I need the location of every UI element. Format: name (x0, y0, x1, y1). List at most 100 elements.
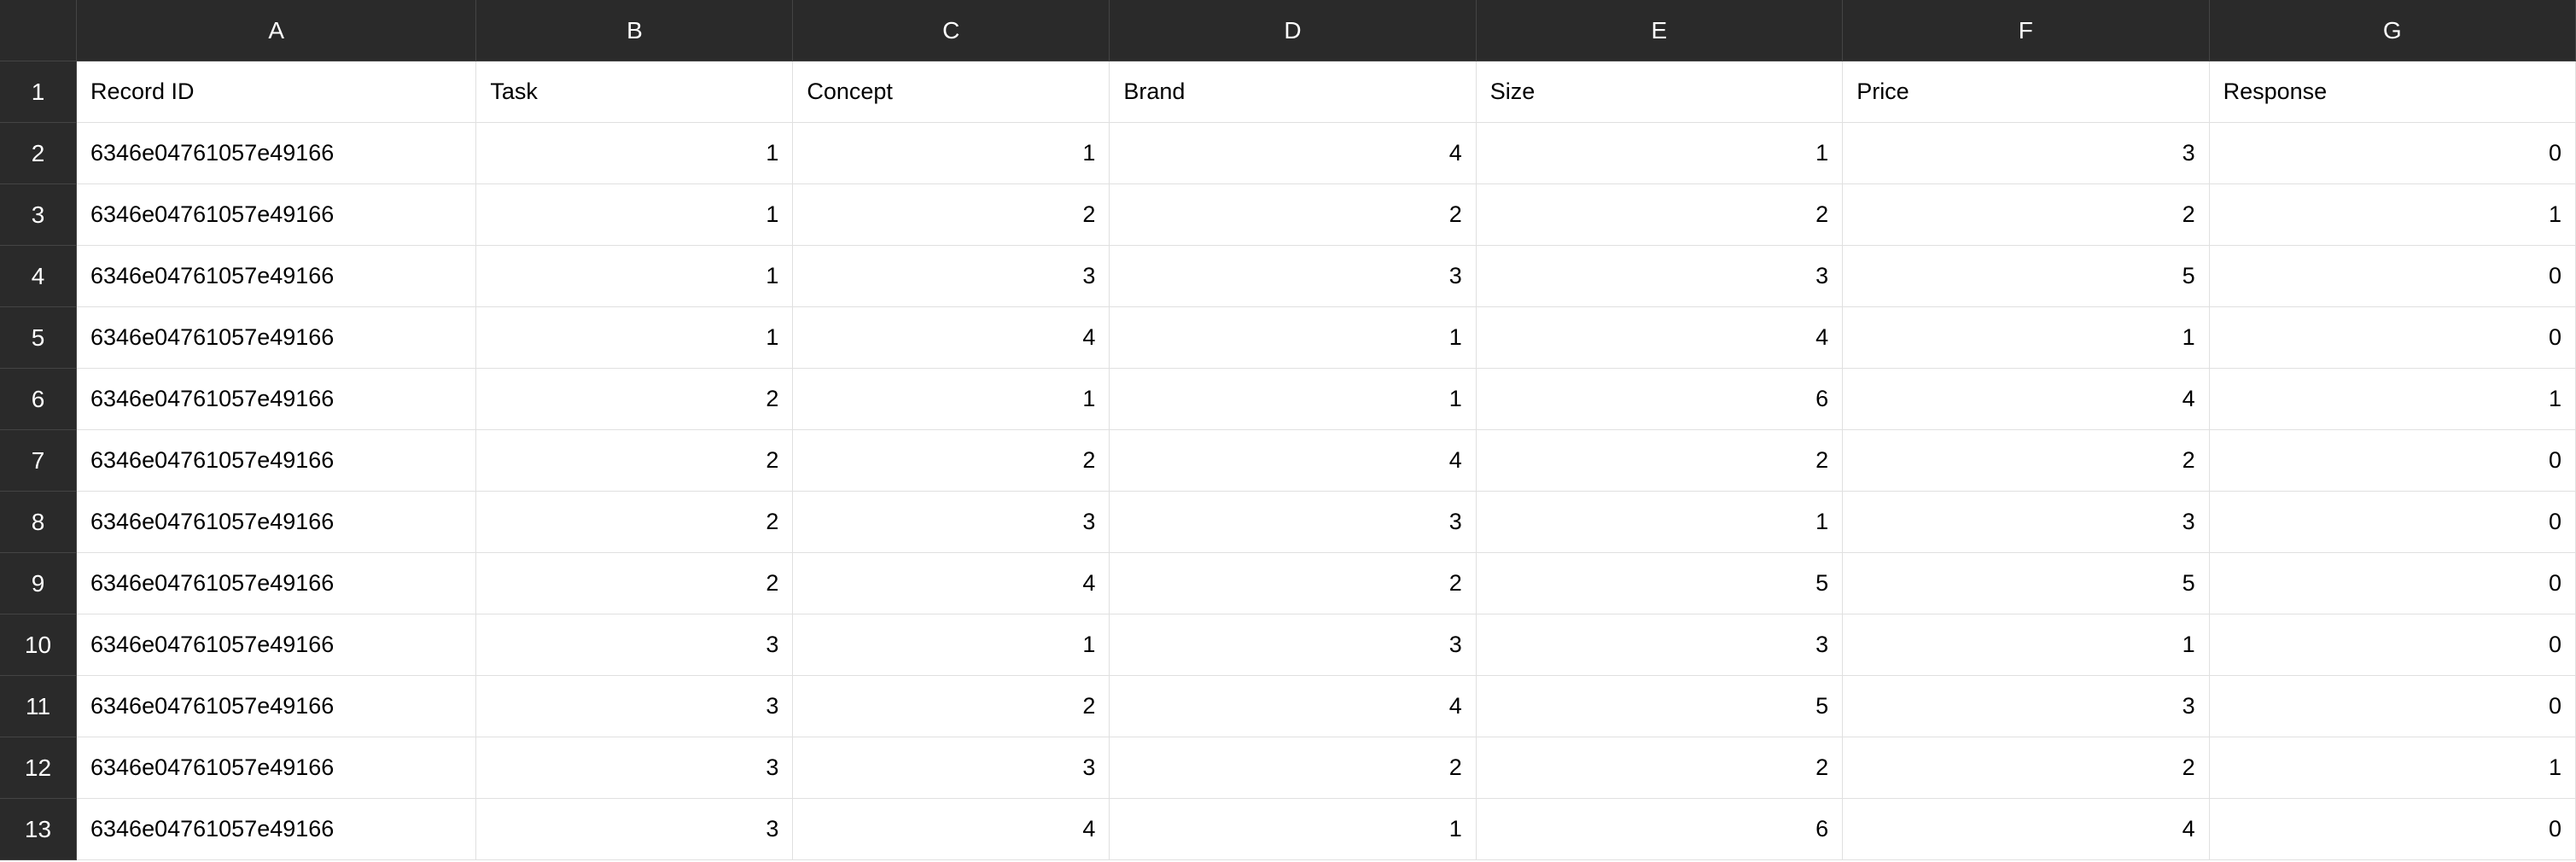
cell-e13[interactable]: 6 (1477, 799, 1843, 860)
row-header-3[interactable]: 3 (0, 184, 77, 246)
cell-g10[interactable]: 0 (2210, 614, 2576, 676)
cell-a1[interactable]: Record ID (77, 61, 476, 123)
cell-c11[interactable]: 2 (793, 676, 1110, 737)
cell-d13[interactable]: 1 (1110, 799, 1476, 860)
cell-c7[interactable]: 2 (793, 430, 1110, 492)
cell-f12[interactable]: 2 (1843, 737, 2209, 799)
cell-a10[interactable]: 6346e04761057e49166 (77, 614, 476, 676)
cell-c1[interactable]: Concept (793, 61, 1110, 123)
cell-g1[interactable]: Response (2210, 61, 2576, 123)
cell-d6[interactable]: 1 (1110, 369, 1476, 430)
row-header-1[interactable]: 1 (0, 61, 77, 123)
cell-d9[interactable]: 2 (1110, 553, 1476, 614)
cell-b12[interactable]: 3 (476, 737, 793, 799)
cell-e11[interactable]: 5 (1477, 676, 1843, 737)
row-header-6[interactable]: 6 (0, 369, 77, 430)
cell-e9[interactable]: 5 (1477, 553, 1843, 614)
cell-d12[interactable]: 2 (1110, 737, 1476, 799)
cell-e6[interactable]: 6 (1477, 369, 1843, 430)
column-header-g[interactable]: G (2210, 0, 2576, 61)
cell-f5[interactable]: 1 (1843, 307, 2209, 369)
cell-a8[interactable]: 6346e04761057e49166 (77, 492, 476, 553)
cell-a9[interactable]: 6346e04761057e49166 (77, 553, 476, 614)
cell-d11[interactable]: 4 (1110, 676, 1476, 737)
cell-a6[interactable]: 6346e04761057e49166 (77, 369, 476, 430)
cell-b8[interactable]: 2 (476, 492, 793, 553)
cell-a3[interactable]: 6346e04761057e49166 (77, 184, 476, 246)
cell-f13[interactable]: 4 (1843, 799, 2209, 860)
cell-e7[interactable]: 2 (1477, 430, 1843, 492)
cell-d10[interactable]: 3 (1110, 614, 1476, 676)
cell-c9[interactable]: 4 (793, 553, 1110, 614)
cell-f4[interactable]: 5 (1843, 246, 2209, 307)
cell-d3[interactable]: 2 (1110, 184, 1476, 246)
cell-b1[interactable]: Task (476, 61, 793, 123)
cell-c10[interactable]: 1 (793, 614, 1110, 676)
row-header-9[interactable]: 9 (0, 553, 77, 614)
column-header-d[interactable]: D (1110, 0, 1476, 61)
cell-c3[interactable]: 2 (793, 184, 1110, 246)
cell-e10[interactable]: 3 (1477, 614, 1843, 676)
cell-c8[interactable]: 3 (793, 492, 1110, 553)
cell-b3[interactable]: 1 (476, 184, 793, 246)
cell-d1[interactable]: Brand (1110, 61, 1476, 123)
cell-d5[interactable]: 1 (1110, 307, 1476, 369)
cell-b13[interactable]: 3 (476, 799, 793, 860)
cell-b10[interactable]: 3 (476, 614, 793, 676)
cell-b2[interactable]: 1 (476, 123, 793, 184)
cell-g3[interactable]: 1 (2210, 184, 2576, 246)
row-header-11[interactable]: 11 (0, 676, 77, 737)
cell-f7[interactable]: 2 (1843, 430, 2209, 492)
cell-b9[interactable]: 2 (476, 553, 793, 614)
cell-a11[interactable]: 6346e04761057e49166 (77, 676, 476, 737)
cell-g5[interactable]: 0 (2210, 307, 2576, 369)
cell-f8[interactable]: 3 (1843, 492, 2209, 553)
row-header-2[interactable]: 2 (0, 123, 77, 184)
cell-g12[interactable]: 1 (2210, 737, 2576, 799)
row-header-12[interactable]: 12 (0, 737, 77, 799)
cell-d7[interactable]: 4 (1110, 430, 1476, 492)
cell-e8[interactable]: 1 (1477, 492, 1843, 553)
cell-a7[interactable]: 6346e04761057e49166 (77, 430, 476, 492)
corner-cell[interactable] (0, 0, 77, 61)
row-header-13[interactable]: 13 (0, 799, 77, 860)
cell-e4[interactable]: 3 (1477, 246, 1843, 307)
cell-d4[interactable]: 3 (1110, 246, 1476, 307)
cell-b5[interactable]: 1 (476, 307, 793, 369)
cell-b11[interactable]: 3 (476, 676, 793, 737)
row-header-10[interactable]: 10 (0, 614, 77, 676)
cell-f6[interactable]: 4 (1843, 369, 2209, 430)
row-header-4[interactable]: 4 (0, 246, 77, 307)
cell-e12[interactable]: 2 (1477, 737, 1843, 799)
cell-c5[interactable]: 4 (793, 307, 1110, 369)
cell-g11[interactable]: 0 (2210, 676, 2576, 737)
cell-g2[interactable]: 0 (2210, 123, 2576, 184)
cell-g7[interactable]: 0 (2210, 430, 2576, 492)
cell-c12[interactable]: 3 (793, 737, 1110, 799)
cell-a4[interactable]: 6346e04761057e49166 (77, 246, 476, 307)
cell-c13[interactable]: 4 (793, 799, 1110, 860)
cell-a2[interactable]: 6346e04761057e49166 (77, 123, 476, 184)
cell-a5[interactable]: 6346e04761057e49166 (77, 307, 476, 369)
cell-a13[interactable]: 6346e04761057e49166 (77, 799, 476, 860)
column-header-c[interactable]: C (793, 0, 1110, 61)
cell-e1[interactable]: Size (1477, 61, 1843, 123)
row-header-8[interactable]: 8 (0, 492, 77, 553)
column-header-b[interactable]: B (476, 0, 793, 61)
cell-f1[interactable]: Price (1843, 61, 2209, 123)
cell-g4[interactable]: 0 (2210, 246, 2576, 307)
row-header-5[interactable]: 5 (0, 307, 77, 369)
cell-f10[interactable]: 1 (1843, 614, 2209, 676)
cell-b6[interactable]: 2 (476, 369, 793, 430)
column-header-a[interactable]: A (77, 0, 476, 61)
cell-c6[interactable]: 1 (793, 369, 1110, 430)
cell-g6[interactable]: 1 (2210, 369, 2576, 430)
cell-d2[interactable]: 4 (1110, 123, 1476, 184)
cell-c2[interactable]: 1 (793, 123, 1110, 184)
column-header-f[interactable]: F (1843, 0, 2209, 61)
cell-b7[interactable]: 2 (476, 430, 793, 492)
cell-d8[interactable]: 3 (1110, 492, 1476, 553)
cell-e2[interactable]: 1 (1477, 123, 1843, 184)
cell-g13[interactable]: 0 (2210, 799, 2576, 860)
cell-g8[interactable]: 0 (2210, 492, 2576, 553)
